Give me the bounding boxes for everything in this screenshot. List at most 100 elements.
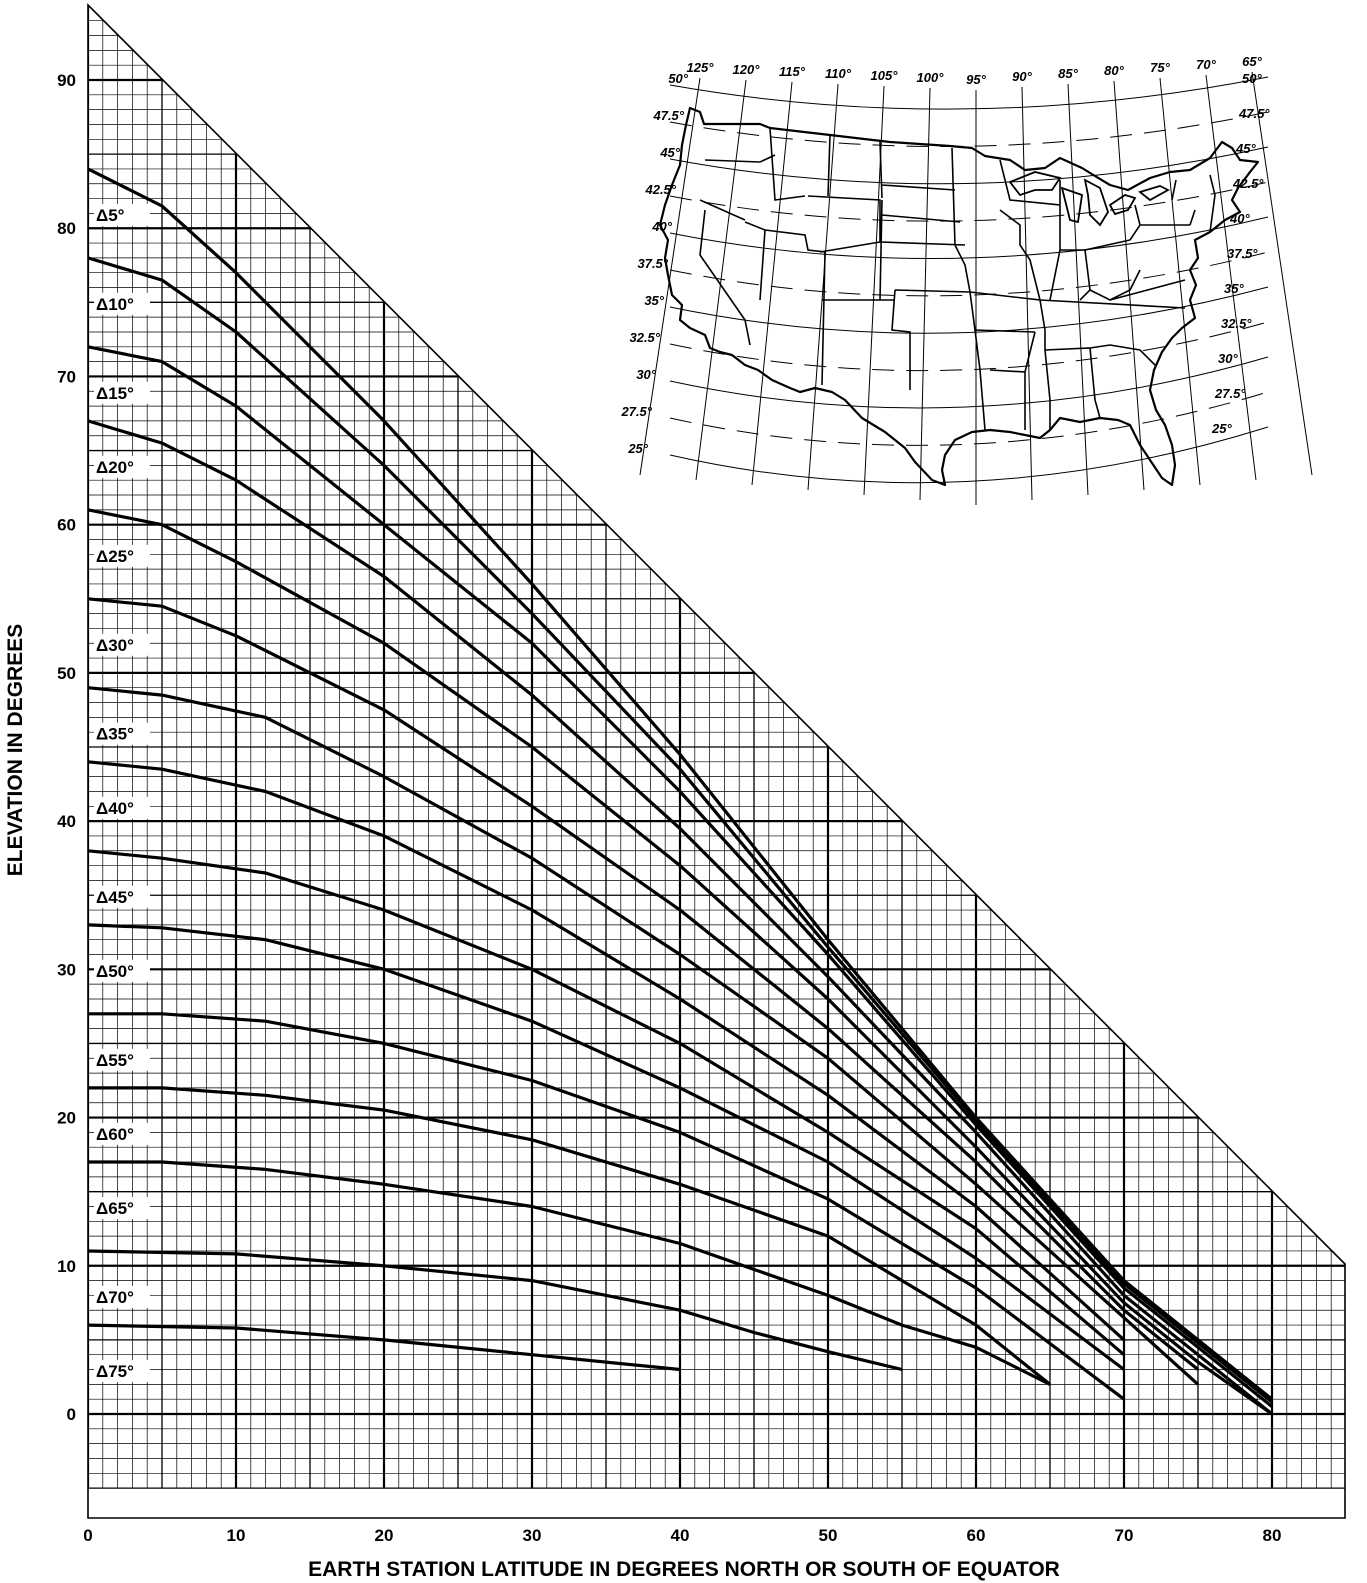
y-tick-label: 70 — [57, 367, 76, 386]
map-meridian — [1251, 71, 1313, 476]
curve-label: Δ55° — [96, 1051, 134, 1070]
x-tick-label: 30 — [523, 1526, 542, 1545]
map-lat-label-left: 50° — [668, 71, 688, 86]
y-tick-label: 10 — [57, 1257, 76, 1276]
map-parallel — [669, 111, 1269, 147]
map-lon-label: 65° — [1242, 54, 1262, 69]
series-line — [87, 923, 1125, 1371]
map-parallel — [669, 321, 1269, 372]
curve-label-group: Δ5° Δ10° Δ15° Δ20° Δ25° Δ30° Δ35° Δ40° Δ45° Δ50° Δ… — [94, 203, 150, 1383]
x-tick-labels: 0 10 20 30 40 50 60 70 80 — [83, 1526, 1281, 1545]
series-line — [87, 760, 1126, 1342]
series-line — [87, 345, 1274, 1408]
map-lat-label-right: 37.5° — [1227, 246, 1258, 261]
map-parallel — [669, 356, 1269, 409]
map-lat-label-right: 50° — [1242, 71, 1262, 86]
map-parallels — [669, 76, 1269, 484]
map-lon-label: 125° — [687, 60, 715, 75]
chart-grid — [88, 5, 1345, 1489]
map-lat-label-right: 42.5° — [1232, 176, 1264, 191]
curve-label: Δ75° — [96, 1362, 134, 1381]
map-parallel — [669, 391, 1269, 446]
map-parallel — [669, 426, 1269, 484]
curve-label-bg — [94, 544, 150, 567]
map-label-group: 50° 50° 47.5° 47.5° 45° 45° 42.5° 42.5° 40° 40° 37… — [620, 54, 1270, 456]
map-meridian — [639, 77, 701, 476]
curve-label-bg — [94, 1048, 150, 1071]
y-axis-title: ELEVATION IN DEGREES — [4, 624, 27, 876]
curve-label: Δ5° — [96, 206, 125, 225]
x-tick-label: 20 — [375, 1526, 394, 1545]
curve-label-bg — [94, 381, 150, 404]
curve-label: Δ35° — [96, 725, 134, 744]
map-lon-label: 115° — [779, 64, 806, 79]
y-tick-label: 60 — [57, 516, 76, 535]
curve-label-bg — [94, 633, 150, 656]
y-tick-label: 50 — [57, 664, 76, 683]
curve-label-bg — [94, 1285, 150, 1308]
curve-label: Δ45° — [96, 888, 134, 907]
map-meridian — [919, 87, 931, 501]
x-tick-label: 70 — [1115, 1526, 1134, 1545]
map-lat-label-right: 25° — [1211, 421, 1232, 436]
curve-label-bg — [94, 796, 150, 819]
x-tick-label: 80 — [1263, 1526, 1282, 1545]
x-tick-label: 50 — [819, 1526, 838, 1545]
x-tick-label: 10 — [227, 1526, 246, 1545]
y-tick-labels: 0 10 20 30 40 50 60 70 80 90 — [57, 71, 76, 1424]
y-tick-label: 20 — [57, 1109, 76, 1128]
curve-label-bg — [94, 1360, 150, 1383]
series-line — [87, 597, 1200, 1371]
map-lon-label: 80° — [1104, 63, 1124, 78]
map-lat-label-right: 47.5° — [1238, 106, 1270, 121]
map-meridian — [1067, 83, 1089, 496]
map-parallel — [669, 146, 1269, 185]
map-lon-label: 90° — [1012, 69, 1032, 84]
map-lat-label-right: 30° — [1218, 351, 1238, 366]
map-parallel — [669, 251, 1269, 297]
x-axis-title: EARTH STATION LATITUDE IN DEGREES NORTH … — [308, 1558, 1060, 1581]
map-meridian — [1205, 74, 1257, 481]
curve-label-bg — [94, 292, 150, 315]
map-parallel — [669, 181, 1269, 222]
curve-label-bg — [94, 1197, 150, 1220]
map-lat-label-left: 25° — [627, 441, 648, 456]
map-lat-label-right: 27.5° — [1214, 386, 1246, 401]
map-meridian — [695, 79, 747, 481]
us-map-inset — [639, 71, 1313, 505]
y-tick-label: 80 — [57, 219, 76, 238]
curve-label: Δ50° — [96, 962, 134, 981]
curve-label-bg — [94, 1122, 150, 1145]
x-tick-label: 60 — [967, 1526, 986, 1545]
curve-label: Δ70° — [96, 1288, 134, 1307]
map-lat-label-left: 47.5° — [652, 108, 684, 123]
y-tick-label: 40 — [57, 812, 76, 831]
map-parallel — [669, 286, 1269, 334]
map-lon-label: 85° — [1058, 66, 1078, 81]
map-lon-label: 70° — [1196, 57, 1216, 72]
map-lat-label-left: 45° — [659, 145, 680, 160]
series-line — [87, 1249, 903, 1372]
map-lon-label: 95° — [966, 72, 986, 87]
y-tick-label: 90 — [57, 71, 76, 90]
map-lat-label-left: 42.5° — [644, 182, 676, 197]
map-lat-label-right: 35° — [1224, 281, 1244, 296]
us-outline — [658, 106, 1260, 487]
map-lon-label: 110° — [825, 66, 852, 81]
curve-label: Δ60° — [96, 1125, 134, 1144]
map-meridian — [807, 83, 839, 491]
great-lakes — [1008, 171, 1170, 227]
map-lat-label-left: 40° — [651, 219, 672, 234]
curve-label: Δ10° — [96, 295, 134, 314]
curve-label: Δ65° — [96, 1199, 134, 1218]
curve-label-bg — [94, 959, 150, 982]
series-line — [88, 1160, 1051, 1386]
series-line — [87, 849, 1126, 1356]
map-lon-label: 105° — [871, 68, 899, 83]
map-lat-label-right: 45° — [1235, 141, 1256, 156]
x-tick-label: 0 — [83, 1526, 92, 1545]
y-tick-label: 30 — [57, 960, 76, 979]
curve-label-bg — [94, 203, 150, 226]
map-meridian — [1113, 80, 1145, 491]
